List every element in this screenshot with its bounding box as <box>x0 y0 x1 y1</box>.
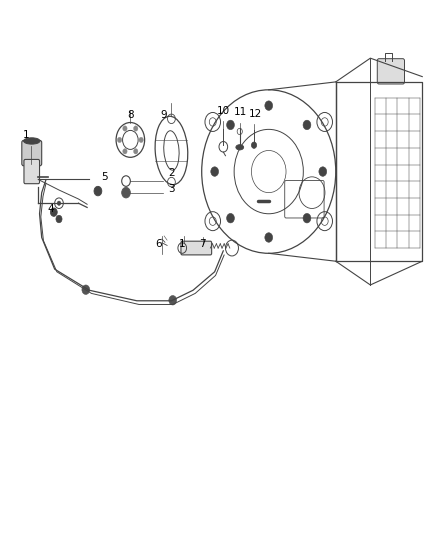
Text: 8: 8 <box>127 110 134 120</box>
Circle shape <box>134 126 138 131</box>
Text: 11: 11 <box>234 107 247 117</box>
Ellipse shape <box>24 138 40 144</box>
Text: 5: 5 <box>101 172 108 182</box>
Text: 1: 1 <box>23 130 30 140</box>
Text: 9: 9 <box>161 110 167 120</box>
Circle shape <box>211 167 219 176</box>
Circle shape <box>82 285 90 294</box>
Circle shape <box>57 201 61 205</box>
Circle shape <box>265 101 272 110</box>
FancyBboxPatch shape <box>22 140 42 166</box>
Circle shape <box>123 126 127 131</box>
Circle shape <box>319 167 327 176</box>
Circle shape <box>50 208 57 216</box>
FancyBboxPatch shape <box>377 59 405 84</box>
Circle shape <box>117 138 122 142</box>
Circle shape <box>134 149 138 154</box>
Circle shape <box>123 149 127 154</box>
Text: 7: 7 <box>199 239 206 248</box>
Circle shape <box>251 142 257 148</box>
Text: 12: 12 <box>249 109 262 119</box>
FancyBboxPatch shape <box>181 241 212 255</box>
Text: 10: 10 <box>217 106 230 116</box>
Circle shape <box>94 187 102 196</box>
Text: 1: 1 <box>179 239 186 248</box>
Circle shape <box>139 138 143 142</box>
Text: 2: 2 <box>168 168 175 178</box>
Text: 3: 3 <box>168 184 175 194</box>
Text: 6: 6 <box>155 239 162 248</box>
Circle shape <box>226 213 234 223</box>
Circle shape <box>303 120 311 130</box>
FancyBboxPatch shape <box>24 159 39 184</box>
Circle shape <box>265 233 272 242</box>
Circle shape <box>169 295 177 305</box>
Circle shape <box>122 188 131 198</box>
Circle shape <box>303 213 311 223</box>
Text: 4: 4 <box>48 204 54 214</box>
Circle shape <box>56 215 62 223</box>
Circle shape <box>226 120 234 130</box>
Ellipse shape <box>236 144 244 150</box>
